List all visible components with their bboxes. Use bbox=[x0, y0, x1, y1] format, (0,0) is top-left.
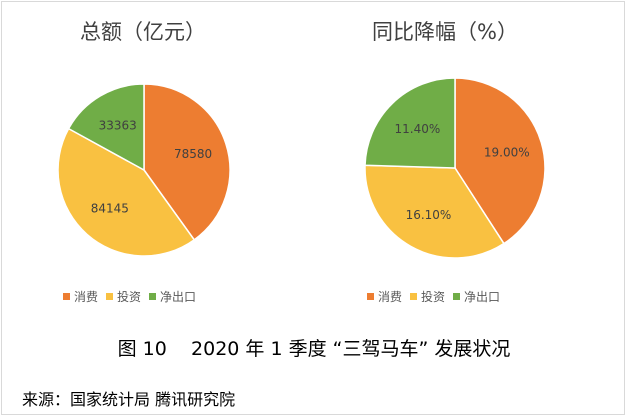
pie-data-label: 84145 bbox=[91, 202, 129, 216]
pie-data-label: 11.40% bbox=[395, 122, 441, 136]
legend-item-investment: 投资 bbox=[410, 288, 445, 305]
legend-label: 消费 bbox=[378, 290, 403, 304]
legend-swatch bbox=[453, 293, 461, 300]
pie-slice-net-export bbox=[67, 83, 145, 172]
pie-chart-total: 78580 84145 33363 bbox=[57, 83, 231, 257]
legend-label: 消费 bbox=[74, 290, 99, 304]
legend-item-net-export: 净出口 bbox=[453, 288, 500, 305]
pie-slice-net-export bbox=[364, 77, 456, 169]
legend-item-consumption: 消费 bbox=[63, 288, 98, 305]
legend-swatch bbox=[149, 293, 157, 300]
legend-swatch bbox=[410, 293, 418, 300]
legend-decline: 消费 投资 净出口 bbox=[367, 288, 508, 305]
figure-caption: 图 10 2020 年 1 季度 “三驾马车” 发展状况 bbox=[117, 338, 511, 360]
legend-item-consumption: 消费 bbox=[367, 288, 402, 305]
legend-label: 净出口 bbox=[160, 290, 197, 304]
pie-chart-decline: 19.00% 16.10% 11.40% bbox=[364, 77, 546, 259]
legend-swatch bbox=[63, 293, 70, 300]
pie-data-label: 16.10% bbox=[406, 208, 452, 222]
legend-label: 投资 bbox=[117, 290, 142, 304]
pie-data-label: 78580 bbox=[174, 147, 212, 161]
legend-label: 投资 bbox=[421, 290, 446, 304]
source-note: 来源：国家统计局 腾讯研究院 bbox=[22, 390, 236, 409]
pie-data-label: 19.00% bbox=[484, 146, 530, 160]
legend-label: 净出口 bbox=[464, 290, 501, 304]
pie-data-label: 33363 bbox=[99, 119, 137, 133]
legend-swatch bbox=[367, 293, 374, 300]
legend-item-net-export: 净出口 bbox=[149, 288, 196, 305]
pie-slice-investment bbox=[364, 164, 505, 259]
legend-swatch bbox=[106, 293, 114, 300]
legend-total: 消费 投资 净出口 bbox=[63, 288, 204, 305]
pie-slice-investment bbox=[57, 127, 196, 257]
chart-title-total: 总额（亿元） bbox=[80, 20, 206, 44]
legend-item-investment: 投资 bbox=[106, 288, 141, 305]
chart-title-decline: 同比降幅（%） bbox=[372, 20, 518, 44]
pie-slice-consumption bbox=[143, 83, 231, 241]
